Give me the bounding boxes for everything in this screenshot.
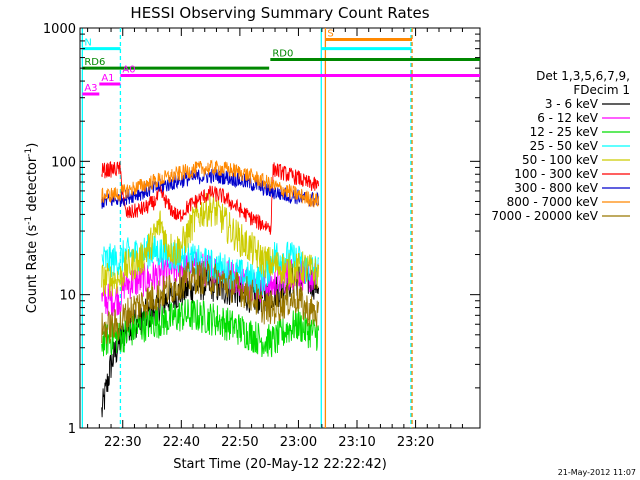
flag-label-s: S xyxy=(327,28,333,39)
flag-label-n: N xyxy=(84,38,91,49)
legend-label-8: 7000 - 20000 keV xyxy=(491,209,598,223)
plot-frame xyxy=(79,27,481,429)
flag-label-a0: A0 xyxy=(122,65,135,76)
legend-label-1: 6 - 12 keV xyxy=(537,111,599,125)
legend-label-4: 50 - 100 keV xyxy=(522,153,599,167)
flag-bars: N RD0 RD6 S A0 A1 A3 xyxy=(82,28,480,96)
x-tick-label-4: 23:10 xyxy=(338,435,375,450)
x-tick-label-3: 23:00 xyxy=(280,435,317,450)
y-axis-label-end: ) xyxy=(25,143,40,148)
series-line-2 xyxy=(101,299,320,358)
y-axis-label-main: Count Rate (s xyxy=(25,225,40,314)
legend-header-detectors: Det 1,3,5,6,7,9, xyxy=(536,69,630,83)
legend-label-3: 25 - 50 keV xyxy=(530,139,599,153)
footer-timestamp: 21-May-2012 11:07 xyxy=(558,468,636,477)
y-tick-label-1: 10 xyxy=(59,289,76,304)
vertical-markers xyxy=(81,28,413,428)
series-line-4 xyxy=(101,192,320,298)
legend-label-2: 12 - 25 keV xyxy=(530,125,599,139)
series-line-8 xyxy=(101,260,320,344)
x-tick-label-0: 22:30 xyxy=(104,435,141,450)
x-tick-label-5: 23:20 xyxy=(397,435,434,450)
series-line-7 xyxy=(101,159,320,208)
y-axis-label-sup1: -1 xyxy=(24,216,34,225)
chart-title: HESSI Observing Summary Count Rates xyxy=(130,4,429,22)
flag-label-a1: A1 xyxy=(101,73,114,84)
flag-label-rd0: RD0 xyxy=(272,49,293,60)
legend-label-7: 800 - 7000 keV xyxy=(507,195,599,209)
legend-label-0: 3 - 6 keV xyxy=(545,97,599,111)
y-axis-label-sup2: -1 xyxy=(24,148,34,157)
x-tick-label-1: 22:40 xyxy=(163,435,200,450)
plot-area: N RD0 RD6 S A0 A1 A3 22:30 22:40 22:50 23:00 23:10… xyxy=(43,22,481,450)
legend-label-5: 100 - 300 keV xyxy=(514,167,598,181)
flag-label-rd6: RD6 xyxy=(84,57,105,68)
y-tick-label-2: 100 xyxy=(51,155,76,170)
x-tick-label-2: 22:50 xyxy=(221,435,258,450)
series-line-5 xyxy=(101,160,320,235)
legend-label-6: 300 - 800 keV xyxy=(514,181,598,195)
legend-header-fdecim: FDecim 1 xyxy=(573,83,630,97)
y-axis-label-mid: detector xyxy=(25,156,40,216)
y-axis-label: Count Rate (s-1 detector-1) xyxy=(24,143,40,314)
flag-label-a3: A3 xyxy=(84,83,97,94)
y-tick-label-3: 1000 xyxy=(43,22,76,37)
y-tick-label-0: 1 xyxy=(68,422,76,437)
series-lines xyxy=(101,159,320,418)
x-axis-label: Start Time (20-May-12 22:22:42) xyxy=(173,457,387,472)
axis-ticks: 22:30 22:40 22:50 23:00 23:10 23:20 1 10 100 1000 xyxy=(43,22,480,450)
